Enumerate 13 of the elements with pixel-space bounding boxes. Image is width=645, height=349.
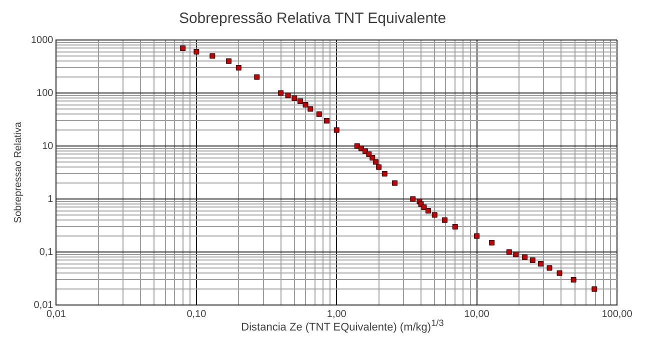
chart-title: Sobrepressão Relativa TNT Equivalente: [178, 10, 446, 28]
y-tick-label: 10: [42, 140, 54, 152]
y-tick-label: 1000: [30, 34, 54, 46]
y-tick-label: 0,1: [39, 246, 54, 258]
y-axis-title: Sobrepressao Relativa: [12, 121, 24, 224]
x-tick-label: 100,00: [602, 308, 633, 320]
x-tick-label: 1,00: [326, 308, 347, 320]
y-tick-label: 1: [48, 194, 54, 205]
x-tick-label: 10,00: [464, 308, 490, 320]
x-axis-title: Distancia Ze (TNT EQuivalente) (m/kg)$^{1/3}$: [240, 318, 445, 334]
x-tick-label: 0,10: [186, 308, 207, 320]
y-tick-label: 100: [36, 88, 54, 99]
y-tick-label: 0,01: [34, 300, 54, 311]
